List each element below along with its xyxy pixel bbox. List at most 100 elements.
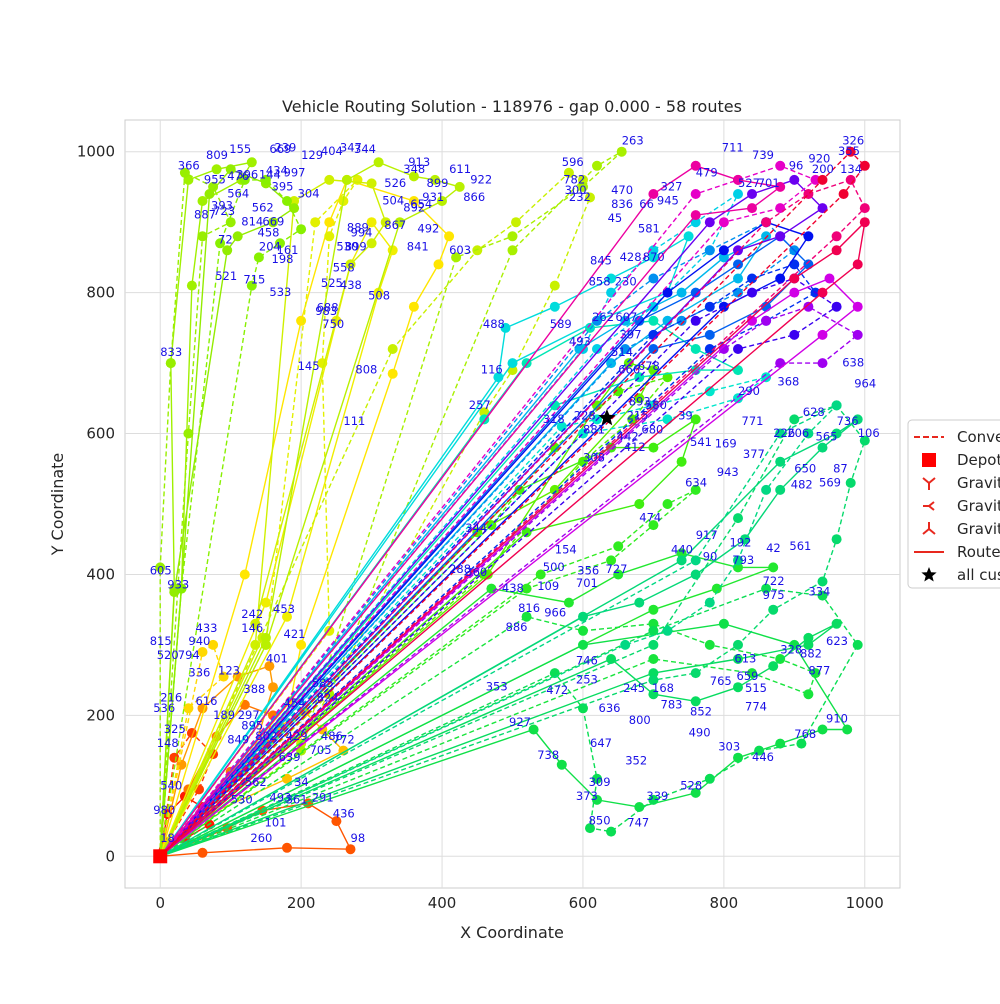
customer-point <box>408 301 419 312</box>
customer-point <box>733 189 743 199</box>
customer-point <box>754 745 765 756</box>
y-tick-label: 400 <box>86 565 115 583</box>
customer-label: 562 <box>245 775 267 789</box>
legend-tri-swatch <box>923 501 935 511</box>
customer-label: 955 <box>204 172 226 186</box>
customer-label: 889 <box>347 220 369 234</box>
customer-label: 87 <box>833 461 848 475</box>
customer-label: 933 <box>167 578 189 592</box>
customer-label: 536 <box>153 701 175 715</box>
customer-point <box>662 499 673 509</box>
customer-label: 366 <box>178 158 200 172</box>
customer-point <box>250 618 261 629</box>
customer-label: 446 <box>752 750 774 764</box>
route-line <box>159 277 838 857</box>
customer-point <box>662 625 673 636</box>
customer-point <box>859 203 870 214</box>
customer-label: 994 <box>351 225 373 239</box>
customer-point <box>289 196 300 206</box>
customer-label: 841 <box>407 239 429 253</box>
customer-label: 514 <box>611 345 633 359</box>
customer-point <box>648 675 659 686</box>
customer-point <box>380 217 391 228</box>
customer-label: 262 <box>592 310 614 324</box>
customer-label: 611 <box>449 162 471 176</box>
customer-point <box>711 583 722 594</box>
customer-point <box>511 217 521 228</box>
customer-label: 975 <box>763 588 785 602</box>
customer-point <box>775 273 786 284</box>
customer-point <box>733 654 743 664</box>
y-tick-label: 600 <box>86 425 115 443</box>
customer-label: 727 <box>606 562 628 576</box>
customer-point <box>507 358 518 369</box>
customer-label: 723 <box>213 204 235 218</box>
legend-label: Gravit <box>957 474 1000 492</box>
customer-point <box>648 689 659 700</box>
customer-point <box>733 555 743 566</box>
customer-point <box>165 358 176 369</box>
customer-point <box>775 160 786 171</box>
customer-point <box>648 668 659 679</box>
customer-point <box>676 456 687 467</box>
customer-point <box>324 174 335 185</box>
customer-label: 66 <box>639 197 654 211</box>
customer-label: 493 <box>569 335 591 349</box>
customer-point <box>275 238 285 249</box>
customer-point <box>521 583 532 594</box>
customer-point <box>733 344 743 354</box>
customer-point <box>197 647 208 657</box>
customer-point <box>683 231 694 242</box>
customer-point <box>225 217 236 228</box>
y-axis-label: Y Coordinate <box>48 453 67 557</box>
customer-point <box>535 569 546 580</box>
customer-label: 106 <box>858 426 880 440</box>
customer-point <box>345 259 356 270</box>
customer-point <box>768 562 779 573</box>
customer-label: 239 <box>274 141 296 155</box>
customer-point <box>585 192 595 203</box>
customer-point <box>690 210 701 221</box>
route-line <box>159 151 623 857</box>
customer-point <box>817 590 828 601</box>
special-markers <box>153 409 616 864</box>
customer-point <box>634 802 645 812</box>
legend-label: Depot <box>957 451 1000 469</box>
customer-point <box>264 661 275 672</box>
customer-label: 815 <box>150 634 172 648</box>
customer-point <box>430 174 440 185</box>
customer-label: 493 <box>269 790 291 804</box>
customer-label: 533 <box>269 285 291 299</box>
customer-point <box>296 315 307 326</box>
customer-label: 263 <box>622 134 644 148</box>
customer-label: 96 <box>789 158 804 172</box>
customer-point <box>186 280 197 291</box>
customer-label: 348 <box>403 162 425 176</box>
route-line <box>159 221 810 857</box>
customer-point <box>493 372 504 383</box>
customer-point <box>733 752 743 763</box>
y-tick-label: 800 <box>86 284 115 302</box>
customer-point <box>613 569 624 580</box>
customer-point <box>789 259 800 270</box>
customer-label: 845 <box>590 253 612 267</box>
customer-point <box>831 245 842 256</box>
legend-label: Gravit <box>957 497 1000 515</box>
customer-point <box>592 160 602 171</box>
customer-point <box>803 301 814 312</box>
customer-point <box>634 499 645 509</box>
customer-point <box>733 393 743 404</box>
customer-point <box>648 189 659 199</box>
customer-point <box>768 604 779 615</box>
customer-point <box>733 682 743 693</box>
customer-point <box>817 203 828 214</box>
customer-point <box>690 287 701 298</box>
customer-point <box>817 358 828 369</box>
customer-label: 893 <box>629 394 651 408</box>
customer-point <box>845 146 856 157</box>
customer-point <box>282 842 292 853</box>
customer-point <box>775 428 786 439</box>
customer-point <box>803 428 814 439</box>
customer-point <box>472 245 483 256</box>
